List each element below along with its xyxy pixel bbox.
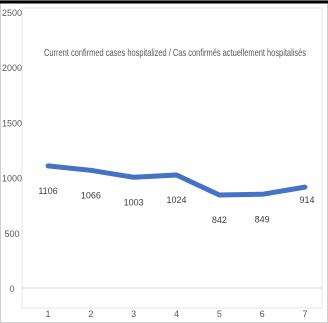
x-axis: 1 2 3 4 5 6 7	[22, 287, 322, 319]
x-tick-label: 2	[88, 309, 93, 319]
y-tick-label: 2000	[2, 63, 22, 73]
series-line-group	[45, 163, 308, 198]
data-label: 1106	[38, 186, 57, 196]
data-label: 1066	[81, 190, 101, 200]
y-tick-label: 1500	[2, 118, 22, 128]
data-label: 1024	[166, 195, 186, 205]
x-tick-label: 3	[131, 309, 136, 319]
y-tick-label: 500	[4, 229, 19, 239]
x-tick-label: 7	[302, 309, 307, 319]
series-line	[45, 163, 308, 198]
y-tick-label: 2500	[2, 8, 22, 18]
data-label: 849	[255, 214, 270, 224]
y-axis: 0 500 1000 1500 2000 2500	[2, 8, 22, 294]
data-labels: 1106 1066 1003 1024 842 849 914	[38, 186, 314, 225]
x-tick-label: 4	[174, 309, 179, 319]
data-label: 914	[299, 195, 314, 205]
x-tick-label: 6	[260, 309, 265, 319]
y-tick-label: 1000	[2, 174, 22, 184]
data-label: 1003	[124, 197, 144, 207]
data-label: 842	[212, 215, 227, 225]
x-tick-label: 1	[45, 309, 50, 319]
chart-title: Current confirmed cases hospitalized / C…	[44, 47, 306, 59]
x-tick-label: 5	[217, 309, 222, 319]
plot-area	[21, 7, 323, 309]
y-tick-label: 0	[9, 284, 14, 294]
